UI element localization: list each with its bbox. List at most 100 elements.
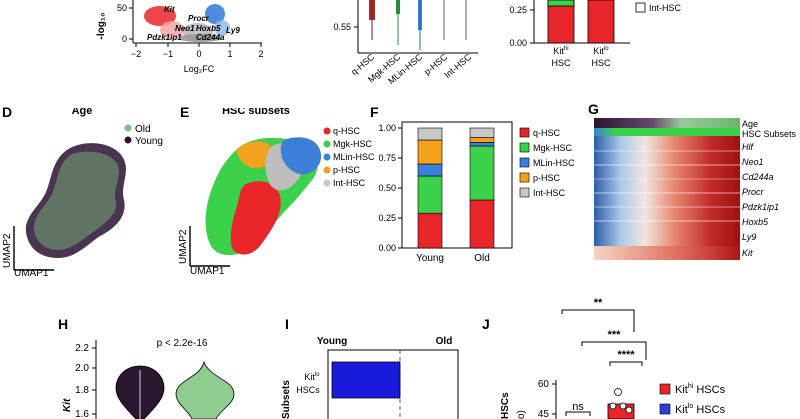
heatmap-gene-hlf: Hlf (742, 142, 754, 152)
shift-label-young: Young (317, 336, 347, 347)
violin-old (175, 360, 235, 419)
umap-age-legend: Old Young (124, 124, 163, 147)
chart-ytick-label: 0.50 (378, 183, 396, 193)
chart-legend-label: p-HSC (533, 173, 561, 183)
gene-label-kit: Kit (164, 5, 175, 14)
gene-heatmap: Age HSC Subsets Hlf Neo1 Cd244a Procr Pd… (594, 118, 797, 260)
chart-bar-segment (417, 127, 443, 141)
top-stack-plot: 0.25 0.00 Int-HSC Kithi HSC Kitlo HSC (509, 0, 682, 68)
sig-label-2: *** (608, 329, 622, 341)
chart-bar-segment (417, 163, 443, 177)
chart-bar-segment (417, 139, 443, 165)
svg-text:Int-HSC: Int-HSC (333, 178, 366, 188)
umap-age-xlabel: UMAP1 (14, 268, 49, 278)
umap-subset-ylabel: UMAP2 (178, 229, 189, 264)
shift-bar-label-sub: HSCs (296, 385, 320, 395)
top-stack-sub-kitlo: HSC (591, 58, 611, 68)
chart-legend: q-HSC Mgk-HSC MLin-HSC p-HSC Int-HSC (519, 127, 575, 198)
subset-proportion-chart: 1.00 0.75 0.50 0.25 0.00 Young Old q-HSC Mgk-HS… (378, 121, 575, 264)
volcano-points-right (205, 4, 230, 36)
top-stack-ytick: 0.25 (509, 5, 527, 15)
shift-plot-frame (327, 349, 459, 419)
freq-legend: Kithi HSCs Kitlo HSCs (659, 383, 726, 416)
freq-dot (625, 406, 633, 414)
panel-label-h: H (58, 316, 69, 332)
heatmap-gene-hoxb5: Hoxb5 (742, 217, 769, 227)
top-stack-bar-kithi-cap (547, 0, 575, 7)
heatmap-body (594, 136, 740, 246)
umap-age-ylabel: UMAP2 (2, 233, 13, 268)
volcano-plot: -log₁₀ 50 0 −2 −1 0 1 2 Log₂FC Kit Procr… (96, 0, 264, 74)
legend-kithi: Kithi HSCs (675, 383, 726, 396)
heatmap-track-label-age: Age (742, 119, 758, 129)
shift-ylabel: Subsets (281, 380, 292, 419)
shift-bar-label: Kitlo (304, 372, 320, 382)
chart-ytick-label: 0.00 (378, 243, 396, 253)
legend-young: Young (135, 136, 163, 147)
sig-bracket-3 (609, 361, 643, 366)
freq-dot (619, 402, 627, 410)
gene-label-procr: Procr (188, 14, 210, 23)
sig-bracket-1 (561, 309, 635, 332)
top-violin-ytick: 0.55 (333, 22, 351, 32)
freq-dot (609, 402, 617, 410)
chart-ytick-label: 0.75 (378, 153, 396, 163)
top-stack-ytick: 0.00 (509, 38, 527, 48)
top-stack-label-kithi: Kithi (553, 46, 568, 56)
top-stack-legend: Int-HSC (635, 2, 682, 13)
chart-legend-label: Mgk-HSC (533, 143, 573, 153)
hsc-frequency-plot: ** *** **** ns 60 45 HSCs o) Kithi HSCs … (500, 297, 726, 419)
gene-label-neo1: Neo1 (175, 24, 195, 33)
heatmap-gene-ly9: Ly9 (742, 232, 756, 242)
chart-legend-label: q-HSC (533, 128, 561, 138)
volcano-ylabel: -log₁₀ (96, 13, 107, 40)
top-stack-label-kitlo: Kitlo (593, 46, 609, 56)
gene-label-cd244a: Cd244a (196, 33, 225, 42)
chart-legend-swatch (519, 127, 530, 138)
svg-text:p-HSC: p-HSC (333, 165, 361, 175)
heatmap-track-age (594, 118, 740, 128)
svg-text:Mgk-HSC: Mgk-HSC (333, 139, 373, 149)
heatmap-gene-kit: Kit (742, 248, 753, 258)
violin-ytick: 2.2 (75, 343, 89, 354)
chart-bar-segment (417, 212, 443, 249)
gene-label-ly9: Ly9 (226, 26, 240, 35)
top-violin-group: Int-HSC (442, 52, 473, 81)
violin-mgk (396, 0, 400, 45)
heatmap-track-label-subsets: HSC Subsets (742, 129, 797, 139)
chart-bar-segment (417, 175, 443, 214)
sig-label-ns: ns (572, 401, 584, 413)
panel-label-i: I (285, 316, 289, 332)
panel-label-f: F (370, 104, 379, 120)
volcano-ytick: 50 (117, 3, 127, 13)
chart-legend-label: Int-HSC (533, 188, 566, 198)
panel-label-g: G (588, 101, 599, 117)
volcano-xtick: 1 (227, 49, 232, 59)
heatmap-gene-cd244a: Cd244a (742, 172, 774, 182)
sig-bracket-ns (565, 411, 591, 416)
chart-bar-segment (469, 142, 495, 147)
heatmap-track-subsets (594, 128, 740, 136)
sig-label-3: **** (617, 349, 635, 361)
violin-q (369, 0, 375, 40)
heatmap-gene-pdzk1ip1: Pdzk1ip1 (742, 202, 779, 212)
chart-bar-segment (469, 127, 495, 138)
top-stack-bar-kitlo (587, 0, 615, 44)
chart-legend-swatch (519, 157, 530, 168)
chart-category-label: Old (474, 253, 490, 264)
panel-label-e: E (180, 104, 190, 120)
shift-label-old: Old (436, 336, 453, 347)
violin-ytick: 2.0 (75, 363, 89, 374)
top-violin-plot: 0.55 q-HSC Mgk-HSC MLin-HSC p-HSC Int-HS… (333, 0, 478, 86)
legend-old: Old (135, 124, 151, 135)
umap-subset-plot: HSC subsets q-HSC Mgk-HSC MLin-HSC p-HSC… (178, 108, 375, 277)
heatmap-kit-row (594, 246, 740, 260)
chart-ytick-label: 1.00 (378, 123, 396, 133)
umap-age-cloud (25, 143, 126, 258)
violin-mlin (418, 0, 422, 50)
svg-text:MLin-HSC: MLin-HSC (333, 152, 375, 162)
volcano-points-center (178, 23, 222, 42)
shift-bar-kitlo (331, 361, 401, 399)
umap-subset-xlabel: UMAP1 (190, 266, 225, 277)
svg-text:q-HSC: q-HSC (333, 126, 361, 136)
